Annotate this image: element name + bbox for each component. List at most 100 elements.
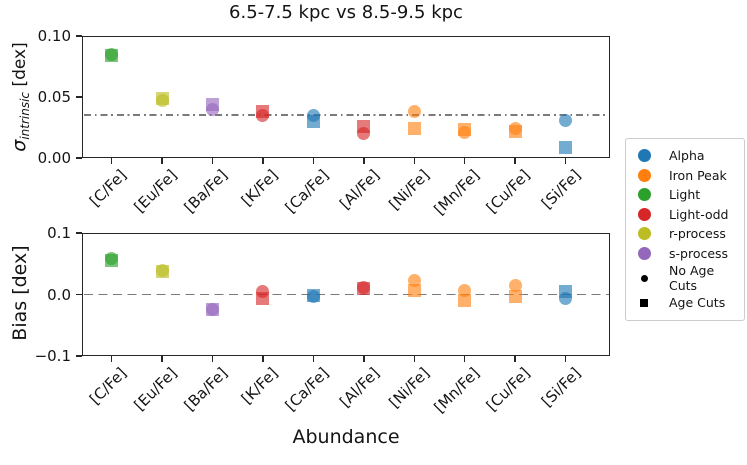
x-tick-mark (463, 158, 466, 164)
y-tick-mark (75, 35, 82, 37)
scatter-point-circle (155, 264, 169, 277)
scatter-point-square (458, 293, 472, 307)
bias-panel-axes (82, 233, 610, 356)
x-tick-label: [C/Fe] (86, 364, 131, 409)
legend-item-r-process-marker-col (637, 227, 651, 241)
x-tick-label: [Ni/Fe] (385, 364, 434, 412)
x-axis-label: Abundance (292, 426, 400, 448)
scatter-point-square (407, 122, 421, 136)
y-tick-mark (75, 293, 82, 296)
legend-color-swatch-icon (637, 227, 651, 241)
x-tick-label: [Eu/Fe] (130, 166, 181, 217)
x-tick-mark (413, 356, 416, 362)
x-tick-mark (514, 356, 516, 362)
ref-line-sigma (83, 114, 609, 117)
scatter-point-circle (357, 127, 371, 141)
scatter-point-circle (508, 122, 522, 136)
legend-item-age-cuts: Age Cuts (637, 293, 741, 313)
x-tick-label: [Ba/Fe] (180, 364, 232, 415)
legend-item-light-odd-marker-col (637, 207, 651, 221)
x-tick-mark (363, 356, 365, 362)
x-tick-mark (312, 356, 315, 362)
legend-item-alpha: Alpha (637, 146, 741, 166)
scatter-point-circle (508, 278, 522, 292)
legend-item-light-odd-label: Light-odd (669, 206, 729, 222)
legend-item-light: Light (637, 185, 741, 205)
sigma-panel-axes (82, 36, 610, 158)
x-tick-label: [Ca/Fe] (281, 364, 333, 415)
x-tick-label: [Al/Fe] (335, 166, 383, 213)
legend-item-age-cuts-marker-col (637, 298, 651, 307)
y-tick-label: 0.05 (37, 88, 71, 106)
x-tick-mark (312, 158, 315, 164)
scatter-point-circle (559, 113, 573, 127)
legend-item-light-label: Light (669, 187, 701, 203)
x-tick-label: [C/Fe] (86, 166, 131, 211)
x-tick-mark (514, 158, 516, 164)
scatter-point-square (559, 140, 573, 154)
scatter-point-circle (559, 291, 573, 305)
x-tick-label: [Mn/Fe] (430, 166, 484, 219)
x-tick-mark (463, 356, 466, 362)
scatter-point-circle (206, 102, 220, 116)
legend-color-swatch-icon (637, 188, 651, 202)
y-tick-mark (75, 355, 82, 357)
legend-item-iron-peak-label: Iron Peak (669, 167, 727, 183)
scatter-point-square (407, 283, 421, 297)
y-tick-mark (75, 232, 82, 234)
x-tick-label: [Al/Fe] (335, 364, 383, 411)
x-tick-mark (211, 356, 214, 362)
ref-line-zero (83, 293, 609, 296)
x-tick-label: [K/Fe] (238, 364, 282, 408)
scatter-point-circle (256, 108, 270, 122)
circle-marker-icon (640, 274, 648, 282)
legend-items: Alpha Iron Peak Light Light-odd r-process s-p… (637, 146, 741, 313)
y-tick-label: 0.1 (47, 224, 71, 242)
x-tick-mark (161, 356, 163, 362)
scatter-point-circle (105, 47, 119, 61)
scatter-point-circle (407, 273, 421, 287)
x-tick-mark (211, 158, 214, 164)
sigma-units: [dex] (9, 42, 30, 92)
x-tick-label: [K/Fe] (238, 166, 282, 210)
legend: Alpha Iron Peak Light Light-odd r-process s-p… (625, 138, 745, 321)
scatter-point-circle (256, 284, 270, 298)
legend-item-light-marker-col (637, 188, 651, 202)
x-tick-label: [Ni/Fe] (385, 166, 434, 214)
y-tick-label: 0.00 (37, 149, 71, 167)
legend-color-swatch-icon (637, 207, 651, 221)
y-tick-label: −0.1 (34, 347, 71, 365)
x-tick-mark (413, 158, 416, 164)
legend-color-swatch-icon (637, 168, 651, 182)
legend-item-light-odd: Light-odd (637, 205, 741, 225)
scatter-point-circle (458, 125, 472, 139)
scatter-point-circle (458, 284, 472, 298)
legend-item-alpha-label: Alpha (669, 148, 705, 164)
y-tick-mark (75, 157, 82, 159)
y-tick-label: 0.10 (37, 27, 71, 45)
x-tick-mark (110, 158, 113, 164)
x-tick-label: [Si/Fe] (538, 364, 585, 411)
legend-item-no-age-cuts: No Age Cuts (637, 263, 741, 293)
x-tick-mark (363, 158, 365, 164)
x-tick-label: [Si/Fe] (538, 166, 585, 213)
scatter-point-circle (206, 302, 220, 316)
chart-title: 6.5-7.5 kpc vs 8.5-9.5 kpc (229, 2, 463, 23)
x-tick-mark (564, 356, 567, 362)
x-tick-mark (262, 356, 264, 362)
x-tick-mark (110, 356, 113, 362)
scatter-point-square (508, 289, 522, 303)
legend-color-swatch-icon (637, 246, 651, 260)
scatter-point-circle (357, 281, 371, 295)
x-tick-mark (564, 158, 567, 164)
scatter-point-circle (155, 94, 169, 108)
scatter-point-circle (306, 290, 320, 304)
legend-item-age-cuts-label: Age Cuts (669, 295, 726, 311)
x-tick-label: [Ba/Fe] (180, 166, 232, 217)
y-tick-label: 0.0 (47, 285, 71, 304)
x-tick-label: [Cu/Fe] (483, 166, 534, 217)
legend-item-no-age-cuts-marker-col (637, 274, 651, 282)
x-tick-label: [Ca/Fe] (281, 166, 333, 217)
legend-item-r-process-label: r-process (669, 226, 726, 242)
